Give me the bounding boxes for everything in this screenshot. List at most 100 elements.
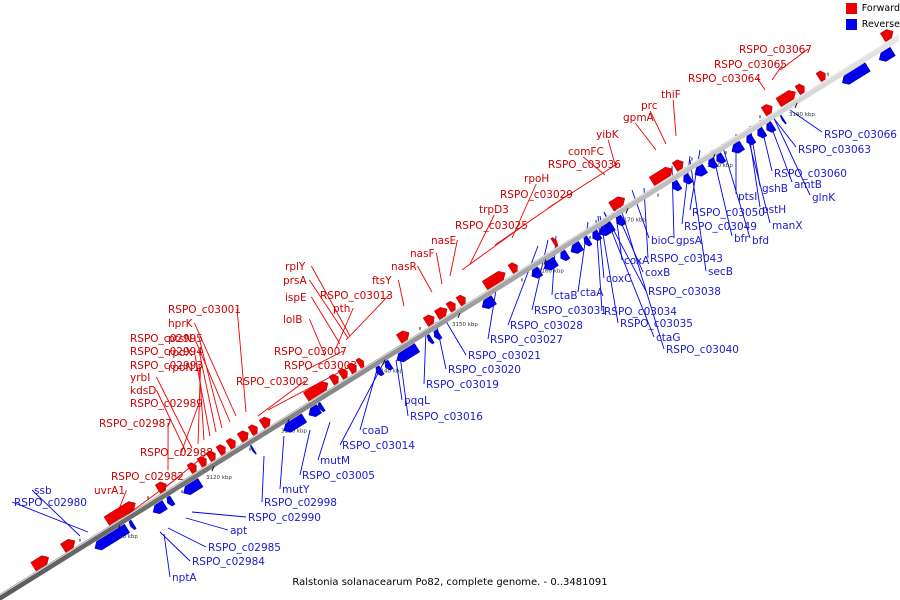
reverse-gene-label: gpsA: [676, 235, 703, 247]
forward-leader-line: [305, 350, 344, 371]
forward-gene-label: RSPO_c02994: [130, 346, 203, 358]
forward-leader-line: [311, 296, 341, 345]
reverse-gene-arrow: [433, 329, 443, 341]
forward-gene-label: RSPO_c02987: [99, 418, 172, 430]
legend-reverse: Reverse: [845, 16, 900, 32]
reverse-gene-arrow: [481, 295, 497, 310]
reverse-leader-line: [185, 517, 229, 531]
forward-gene-label: RSPO_c03002: [236, 376, 309, 388]
forward-gene-label: hprK: [168, 318, 194, 330]
forward-gene-arrow: [775, 90, 796, 108]
reverse-gene-label: RSPO_c03028: [510, 320, 583, 332]
forward-gene-arrow: [328, 373, 339, 386]
tick-marks: 3110 kbp 3120 kbp 3130 kbp 3140 kbp 3150 kbp…: [79, 66, 863, 542]
reverse-gene-arrow: [708, 157, 719, 169]
forward-gene-label: RSPO_c02988: [140, 447, 213, 459]
reverse-leader-line: [643, 187, 649, 259]
tick-mark: [382, 359, 386, 365]
forward-swatch: [845, 2, 857, 14]
forward-leader-line: [417, 265, 433, 293]
forward-gene-arrow: [30, 555, 49, 572]
reverse-leader-line: [395, 359, 403, 401]
forward-leader-line: [335, 307, 354, 349]
forward-leader-line: [257, 380, 306, 417]
reverse-gene-arrow: [94, 523, 131, 551]
reverse-leader-line: [159, 531, 191, 562]
reverse-gene-label: RSPO_c03019: [426, 379, 499, 391]
reverse-gene-label: RSPO_c03021: [468, 350, 541, 362]
forward-gene-label: RSPO_c02993: [130, 360, 203, 372]
forward-leader-line: [309, 279, 349, 339]
forward-gene-arrow: [196, 456, 207, 468]
tick-label: 3190 kbp: [789, 112, 815, 118]
forward-leader-line: [397, 279, 405, 307]
forward-gene-label: RSPO_c02982: [111, 471, 184, 483]
reverse-gene-label: pqqL: [404, 395, 430, 407]
forward-gene-arrow: [355, 357, 365, 369]
forward-gene-arrow: [337, 368, 348, 380]
forward-gene-label: prc: [641, 100, 658, 112]
reverse-gene-label: RSPO_c03016: [410, 411, 483, 423]
forward-gene-label: rpoN1: [168, 362, 200, 374]
reverse-gene-arrow: [183, 478, 204, 496]
reverse-gene-label: amtB: [794, 179, 822, 191]
reverse-gene-label: RSPO_c02980: [14, 497, 87, 509]
reverse-gene-label: manX: [772, 220, 803, 232]
forward-gene-arrow: [395, 330, 410, 344]
reverse-gene-label: pstH: [762, 204, 786, 216]
reverse-gene-arrow: [384, 359, 394, 371]
forward-gene-arrow: [225, 438, 236, 450]
forward-gene-arrow: [455, 294, 466, 307]
reverse-leader-line: [31, 489, 81, 537]
reverse-gene-arrow: [731, 140, 746, 154]
tick-label: 3120 kbp: [206, 475, 232, 481]
forward-gene-arrow: [433, 307, 448, 320]
forward-gene-arrow: [186, 462, 197, 474]
forward-leader-line: [155, 389, 187, 453]
tick-label: 3110 kbp: [112, 534, 138, 540]
reverse-gene-arrow: [166, 495, 176, 507]
reverse-gene-label: RSPO_c02998: [264, 497, 337, 509]
forward-leader-line: [582, 156, 606, 176]
reverse-gene-label: bioC: [651, 235, 674, 247]
reverse-gene-arrow: [592, 229, 603, 242]
reverse-gene-arrow: [779, 114, 787, 125]
forward-gene-label: RSPO_c03003: [284, 360, 357, 372]
reverse-gene-label: RSPO_c03040: [666, 344, 739, 356]
legend-reverse-label: Reverse: [861, 18, 900, 30]
tick-mark: [794, 102, 798, 109]
forward-leader-line: [469, 214, 495, 265]
tick-mark: [457, 312, 461, 319]
reverse-gene-label: RSPO_c03014: [342, 440, 415, 452]
forward-gene-label: RSPO_c03064: [688, 73, 761, 85]
reverse-gene-arrow: [616, 214, 627, 227]
forward-leader-line: [461, 224, 525, 271]
reverse-gene-label: bfd: [752, 235, 769, 247]
forward-gene-label: RSPO_c02995: [130, 333, 203, 345]
reverse-gene-arrow: [375, 365, 385, 377]
forward-gene-label: RSPO_c03029: [500, 189, 573, 201]
reverse-leader-line: [443, 317, 467, 356]
legend-forward-label: Forward: [861, 2, 900, 14]
forward-leader-line: [511, 183, 537, 239]
genome-backbone: [0, 34, 899, 600]
forward-gene-arrow: [154, 481, 167, 494]
gene-track: [30, 29, 896, 572]
forward-gene-arrow: [608, 196, 626, 212]
reverse-gene-label: RSPO_c03020: [448, 364, 521, 376]
reverse-gene-arrow: [531, 266, 544, 279]
forward-leader-line: [649, 110, 667, 145]
forward-leader-line: [672, 99, 677, 137]
reverse-gene-label: coaD: [362, 425, 389, 437]
forward-gene-label: rpoX: [168, 347, 193, 359]
reverse-leader-line: [487, 289, 497, 340]
reverse-leader-line: [771, 113, 811, 196]
forward-leader-line: [155, 376, 193, 449]
reverse-gene-label: RSPO_c03027: [490, 334, 563, 346]
reverse-gene-label: gshB: [762, 183, 788, 195]
forward-gene-label: lolB: [283, 314, 302, 326]
forward-gene-arrow: [236, 430, 249, 443]
reverse-leader-line: [11, 501, 89, 533]
forward-leader-line: [771, 63, 784, 81]
reverse-gene-arrow: [308, 404, 323, 417]
